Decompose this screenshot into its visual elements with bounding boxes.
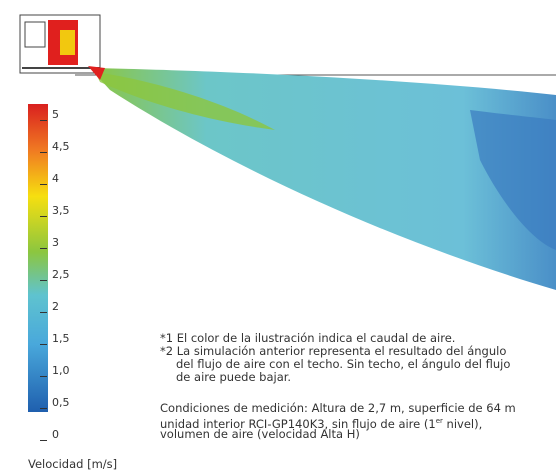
colorbar-tick-label: 3 <box>52 236 59 249</box>
conditions: unidad interior RCI-GP140K3, sin flujo d… <box>160 415 482 431</box>
colorbar-tick-label: 5 <box>52 108 59 121</box>
colorbar-tick <box>40 184 47 185</box>
colorbar-tick <box>40 440 47 441</box>
colorbar-tick-label: 4,5 <box>52 140 70 153</box>
colorbar-tick-label: 3,5 <box>52 204 70 217</box>
colorbar-tick <box>40 280 47 281</box>
colorbar-tick <box>40 216 47 217</box>
colorbar-label: Velocidad [m/s] <box>28 457 118 471</box>
colorbar <box>28 104 48 412</box>
colorbar-tick-label: 0,5 <box>52 396 70 409</box>
conditions-text: unidad interior RCI-GP140K3, sin flujo d… <box>160 416 436 431</box>
colorbar-tick <box>40 376 47 377</box>
colorbar-tick-label: 2 <box>52 300 59 313</box>
colorbar-tick <box>40 408 47 409</box>
colorbar-tick <box>40 152 47 153</box>
note: de aire puede bajar. <box>176 370 292 384</box>
indoor-unit <box>19 14 101 74</box>
colorbar-tick-label: 0 <box>52 428 59 441</box>
airflow-core <box>95 72 275 130</box>
conditions-text: nivel), <box>442 416 483 431</box>
colorbar-tick <box>40 344 47 345</box>
colorbar-tick-label: 1,0 <box>52 364 70 377</box>
colorbar-tick-label: 1,5 <box>52 332 70 345</box>
note: *1 El color de la ilustración indica el … <box>160 331 456 345</box>
airflow-slow <box>470 110 556 250</box>
colorbar-tick-label: 4 <box>52 172 59 185</box>
colorbar-tick <box>40 312 47 313</box>
airflow-plume <box>90 68 556 290</box>
colorbar-tick <box>40 248 47 249</box>
conditions: Condiciones de medición: Altura de 2,7 m… <box>160 401 516 415</box>
colorbar-tick <box>40 120 47 121</box>
note: *2 La simulación anterior representa el … <box>160 344 507 358</box>
colorbar-tick-label: 2,5 <box>52 268 70 281</box>
conditions: volumen de aire (velocidad Alta H) <box>160 427 360 441</box>
superscript: er <box>435 417 443 425</box>
outlet <box>88 66 105 80</box>
note: del flujo de aire con el techo. Sin tech… <box>176 357 511 371</box>
